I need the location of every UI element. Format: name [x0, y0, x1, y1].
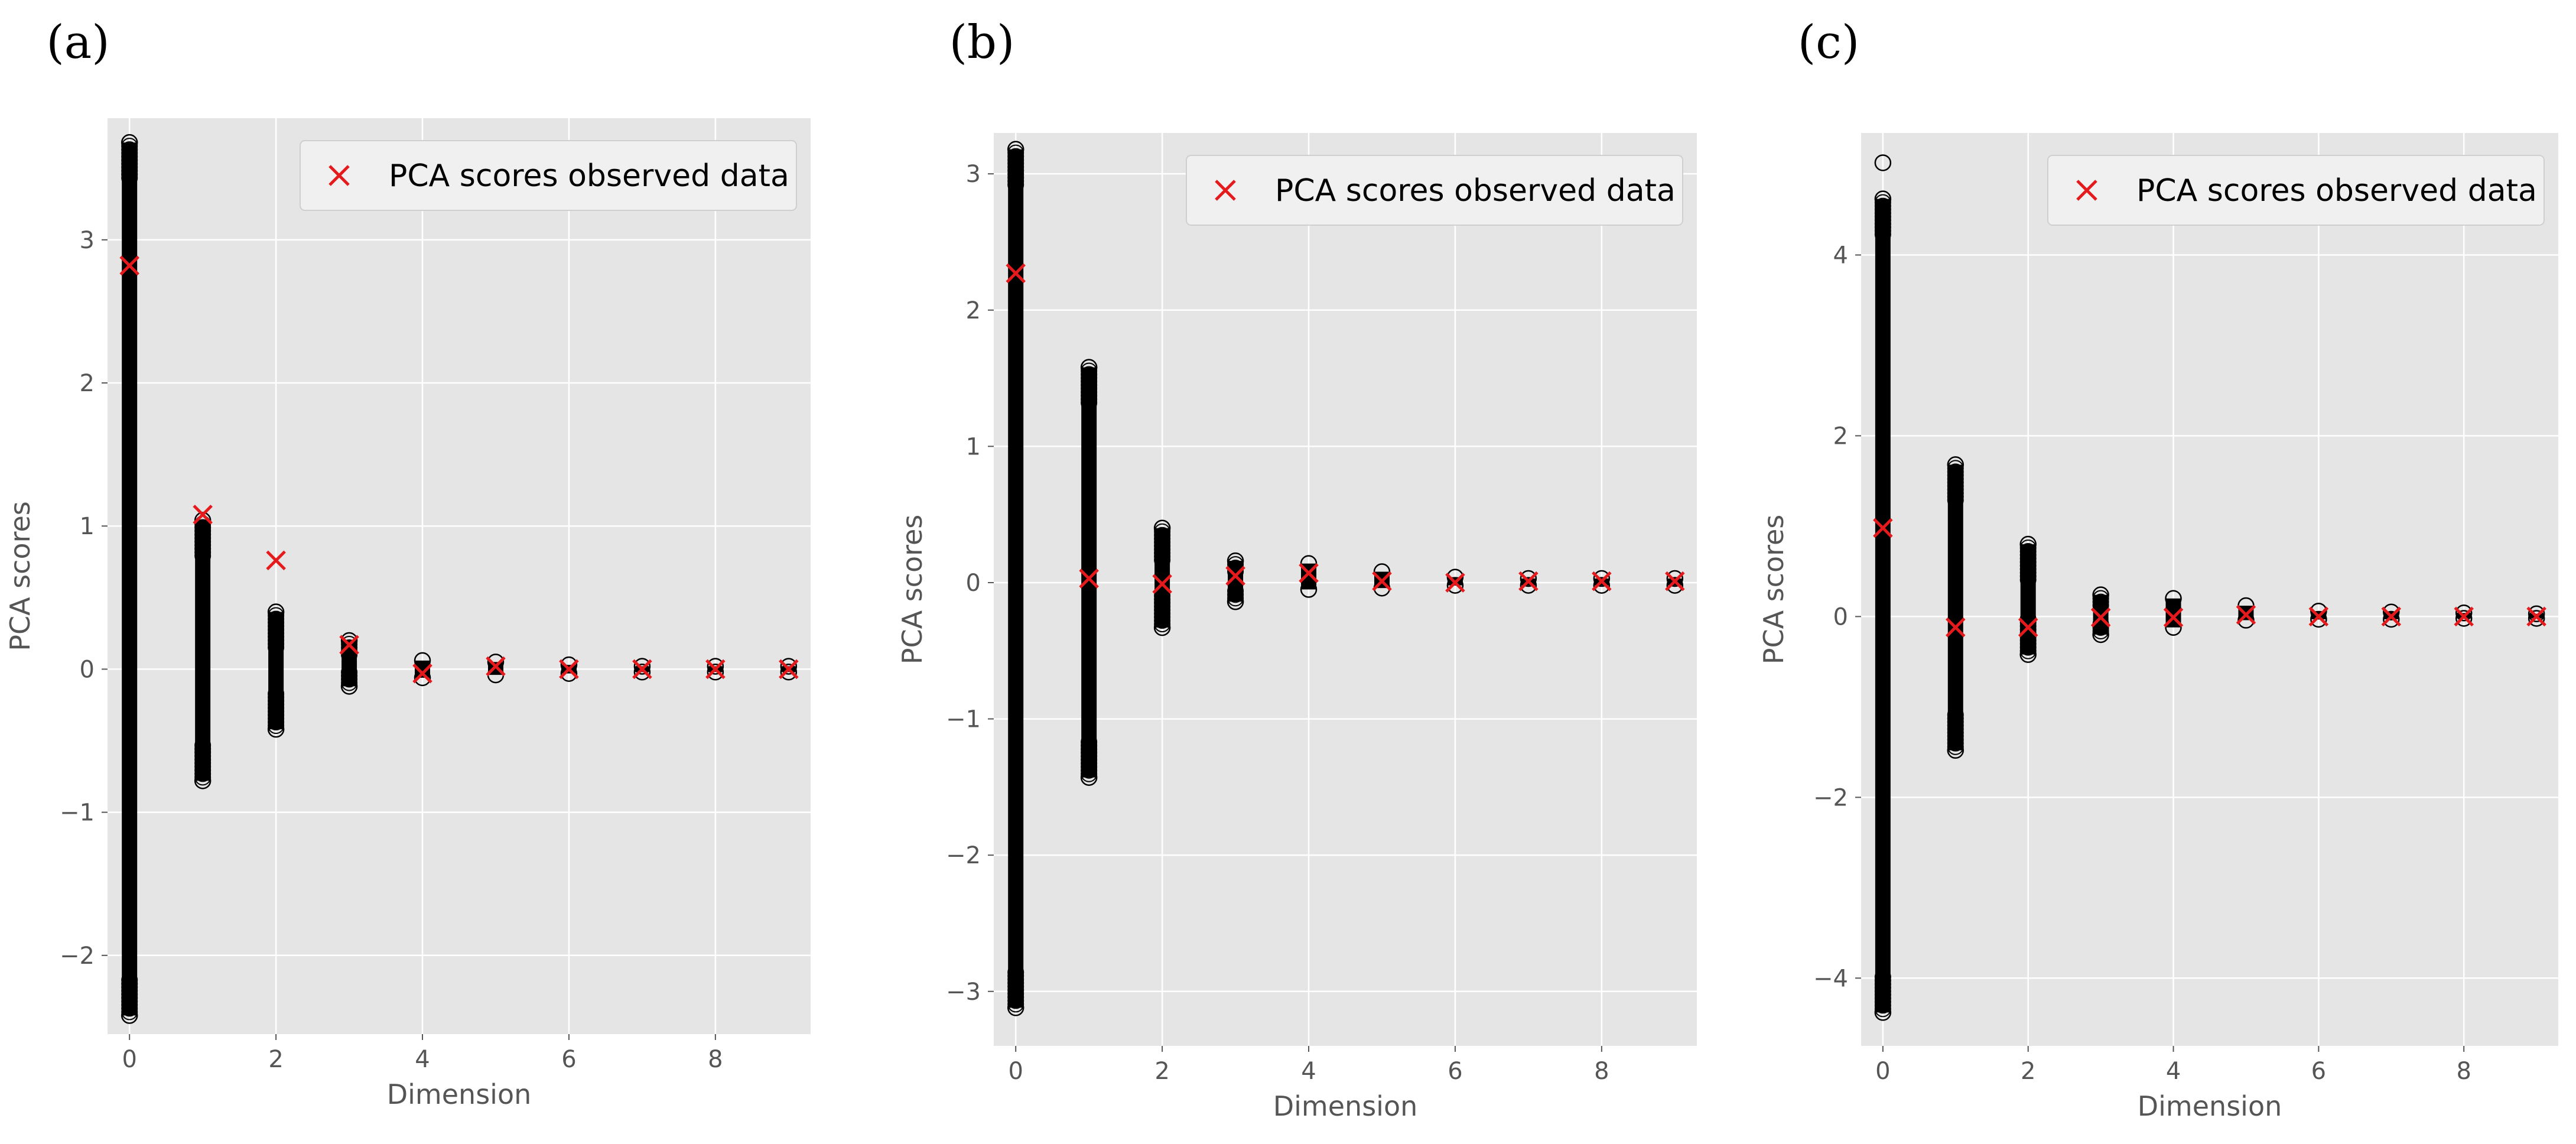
legend-observed-marker [328, 165, 350, 186]
observed-point-dimension-9 [1665, 571, 1685, 592]
observed-point-dimension-5 [1372, 571, 1392, 592]
x-tick-label: 6 [2311, 1058, 2326, 1085]
plot-area [1861, 133, 2558, 1046]
observed-point-dimension-5 [2236, 604, 2256, 625]
y-tick-label: 2 [966, 297, 981, 324]
x-tick-label: 4 [1301, 1058, 1316, 1085]
legend-label: PCA scores observed data [1275, 173, 1676, 209]
observed-point-dimension-1 [193, 505, 213, 525]
simulated-scores-dimension-1 [194, 512, 212, 789]
observed-point-dimension-9 [779, 659, 799, 680]
observed-point-dimension-2 [2018, 617, 2038, 638]
observed-point-dimension-4 [1299, 563, 1319, 583]
observed-point-dimension-6 [559, 659, 579, 680]
y-tick-label: 4 [1833, 242, 1848, 269]
observed-point-dimension-7 [1518, 571, 1539, 592]
simulated-outlier-point [1874, 154, 1892, 171]
x-axis-label: Dimension [2138, 1090, 2282, 1122]
panel-label: (a) [46, 16, 109, 69]
observed-point-dimension-8 [705, 659, 726, 680]
y-tick-label: 1 [80, 513, 95, 540]
x-tick-label: 4 [2166, 1058, 2181, 1085]
y-tick-label: 2 [1833, 422, 1848, 450]
observed-point-dimension-4 [2163, 607, 2184, 628]
panel-2: (b) 0 2 4 6 8 −3 −2 −1 0 1 2 3 Dimension PCA scores PCA… [896, 16, 1697, 1122]
observed-point-dimension-2 [266, 550, 286, 571]
observed-point-dimension-3 [2090, 607, 2111, 628]
plot-area [108, 118, 811, 1034]
observed-point-dimension-8 [2454, 606, 2474, 627]
x-tick-label: 4 [415, 1046, 430, 1073]
y-axis-label: PCA scores [896, 515, 928, 665]
panel-label: (b) [949, 16, 1015, 69]
y-tick-label: 0 [1833, 603, 1848, 630]
x-tick-label: 0 [1875, 1058, 1890, 1085]
observed-point-dimension-1 [1946, 617, 1966, 638]
observed-point-dimension-8 [1592, 571, 1612, 592]
x-tick-label: 8 [2456, 1058, 2471, 1085]
panel-label: (c) [1798, 16, 1860, 69]
simulated-scores-dimension-2 [2019, 535, 2037, 663]
x-tick-label: 2 [2021, 1058, 2035, 1085]
y-tick-label: 0 [80, 656, 95, 683]
legend: PCA scores observed data [2047, 155, 2545, 226]
x-axis-label: Dimension [1273, 1090, 1418, 1122]
observed-point-dimension-5 [486, 656, 506, 677]
y-tick-label: 1 [966, 433, 981, 460]
y-tick-label: 3 [80, 227, 95, 254]
x-tick-label: 8 [1594, 1058, 1609, 1085]
x-tick-label: 2 [268, 1046, 283, 1073]
x-tick-label: 8 [708, 1046, 723, 1073]
y-tick-label: 2 [80, 370, 95, 397]
simulated-scores-dimension-1 [1947, 456, 1964, 759]
panel-3: (c) 0 2 4 6 8 −4 −2 0 2 4 Dimension PCA scores PCA sc… [1758, 16, 2558, 1122]
observed-point-dimension-7 [2381, 606, 2402, 627]
x-tick-label: 2 [1154, 1058, 1169, 1085]
observed-point-dimension-3 [1225, 566, 1245, 586]
legend-label: PCA scores observed data [2136, 173, 2537, 209]
y-tick-label: 3 [966, 161, 981, 188]
y-tick-label: −2 [946, 842, 981, 869]
observed-point-dimension-6 [1445, 573, 1465, 593]
legend-label: PCA scores observed data [389, 158, 789, 194]
observed-point-dimension-1 [1079, 568, 1099, 589]
y-axis-label: PCA scores [4, 501, 36, 651]
observed-point-dimension-0 [1006, 263, 1026, 284]
simulated-scores-dimension-0 [121, 134, 138, 1024]
simulated-scores-dimension-3 [2092, 586, 2109, 644]
simulated-scores-dimension-2 [267, 603, 285, 738]
legend-observed-marker [1215, 180, 1236, 201]
simulated-scores-dimension-3 [340, 632, 358, 695]
legend: PCA scores observed data [300, 140, 797, 211]
panel-1: (a) 0 2 4 6 8 −2 −1 0 1 2 3 Dimension PCA scores PCA s… [4, 16, 811, 1110]
observed-point-dimension-4 [412, 663, 432, 684]
x-tick-label: 0 [122, 1046, 136, 1073]
y-tick-label: 0 [966, 570, 981, 597]
y-tick-label: −1 [60, 800, 95, 827]
observed-point-dimension-0 [1873, 518, 1893, 538]
legend-observed-marker [2076, 180, 2097, 201]
observed-point-dimension-0 [119, 255, 139, 276]
y-tick-label: −2 [60, 942, 95, 970]
y-tick-label: −4 [1813, 965, 1848, 992]
y-axis-label: PCA scores [1758, 515, 1790, 665]
legend: PCA scores observed data [1186, 155, 1683, 226]
observed-point-dimension-7 [632, 659, 652, 680]
y-tick-label: −3 [946, 979, 981, 1006]
x-tick-label: 6 [561, 1046, 576, 1073]
observed-point-dimension-9 [2526, 606, 2546, 627]
x-tick-label: 6 [1448, 1058, 1462, 1085]
x-axis-label: Dimension [387, 1078, 532, 1110]
y-tick-label: −1 [946, 706, 981, 733]
observed-point-dimension-6 [2308, 606, 2329, 627]
plot-area [994, 133, 1697, 1046]
simulated-scores-dimension-0 [1874, 190, 1892, 1021]
simulated-scores-dimension-0 [1007, 141, 1024, 1016]
y-tick-label: −2 [1813, 784, 1848, 811]
observed-point-dimension-3 [339, 635, 359, 655]
x-tick-label: 0 [1008, 1058, 1023, 1085]
observed-point-dimension-2 [1152, 574, 1172, 594]
